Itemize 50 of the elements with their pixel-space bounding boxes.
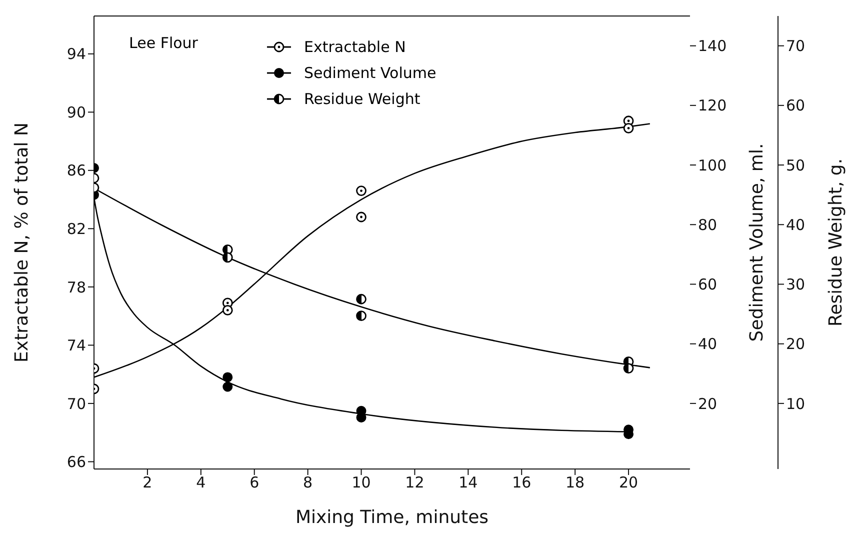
x-tick-label: 12 — [405, 474, 424, 492]
y-tick-label: 82 — [66, 220, 86, 238]
legend-label: Extractable N — [304, 38, 406, 56]
x-tick-label: 8 — [303, 474, 313, 492]
legend-label: Residue Weight — [304, 90, 420, 108]
point — [356, 186, 366, 196]
y-tick-label: 90 — [66, 103, 86, 122]
y2-axis-title: Sediment Volume, ml. — [746, 143, 768, 342]
x-tick-label: 14 — [458, 474, 478, 492]
x-tick-label: 10 — [352, 474, 371, 492]
x-tick-label: 18 — [566, 474, 585, 492]
x-tick-label: 4 — [196, 474, 206, 492]
y3-tick-label: 20 — [786, 335, 806, 354]
x-tick-label: 6 — [250, 474, 260, 492]
y-axis-title: Extractable N, % of total N — [11, 122, 32, 362]
y3-tick-label: 30 — [786, 276, 806, 294]
y2-tick-label: 80 — [698, 216, 718, 234]
point — [222, 382, 233, 392]
y3-tick-label: 60 — [786, 96, 806, 115]
y2-tick-label: 120 — [698, 96, 727, 115]
point — [222, 305, 233, 316]
point — [356, 294, 366, 304]
y-tick-label: 66 — [66, 453, 86, 472]
point — [356, 310, 366, 322]
y-tick-label: 86 — [66, 162, 86, 180]
point — [222, 372, 233, 382]
x-tick-label: 16 — [512, 474, 532, 492]
point — [623, 122, 634, 134]
y3-tick-label: 70 — [786, 37, 806, 56]
point — [623, 363, 634, 374]
point — [356, 212, 366, 222]
y3-axis-title: Residue Weight, g. — [825, 158, 846, 327]
y3-tick-label: 40 — [786, 216, 806, 234]
y2-tick-label: 60 — [698, 276, 718, 294]
x-axis-title: Mixing Time, minutes — [295, 507, 489, 528]
y-tick-label: 78 — [66, 278, 86, 296]
y2-tick-label: 140 — [698, 37, 727, 56]
point — [222, 252, 233, 263]
y-tick-label: 94 — [66, 45, 86, 64]
x-tick-label: 2 — [142, 474, 152, 492]
y2-tick-label: 20 — [698, 394, 718, 413]
y3-tick-label: 10 — [786, 394, 806, 413]
legend-label: Sediment Volume — [304, 64, 436, 82]
y-tick-label: 70 — [66, 394, 86, 413]
annotation: Lee Flour — [129, 34, 198, 52]
y2-tick-label: 100 — [698, 156, 727, 174]
x-tick-label: 20 — [618, 474, 638, 492]
y-tick-label: 74 — [66, 336, 86, 355]
y2-tick-label: 40 — [698, 335, 718, 354]
y3-tick-label: 50 — [786, 156, 806, 174]
